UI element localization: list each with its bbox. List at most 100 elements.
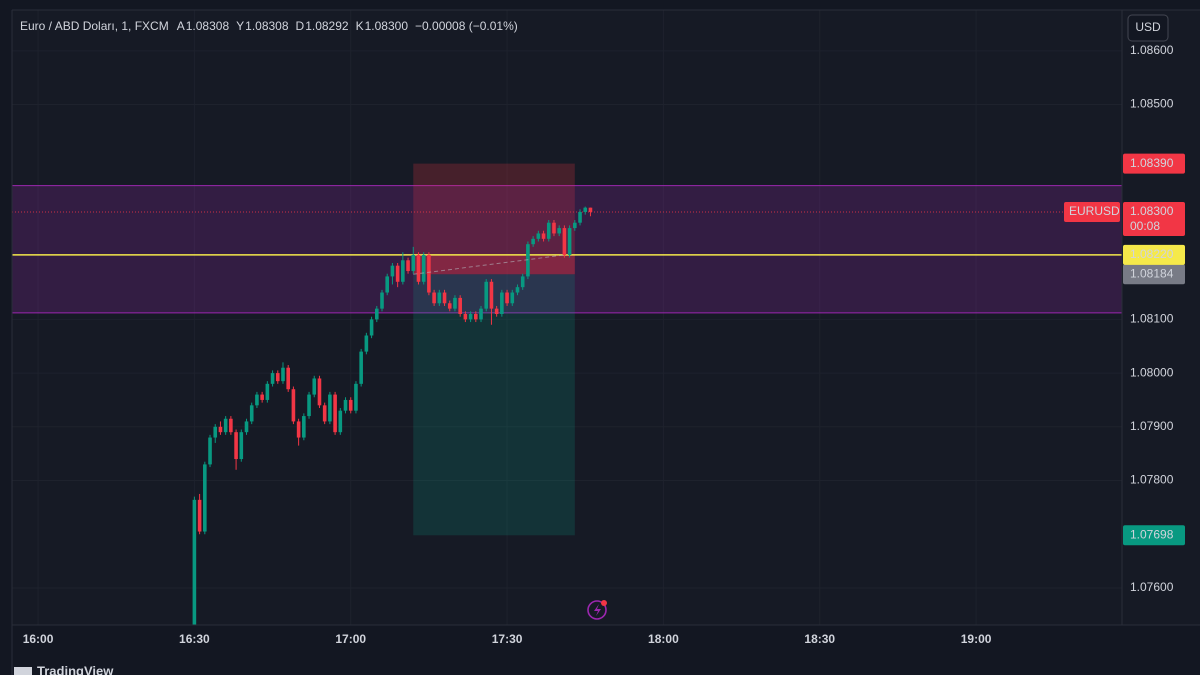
candle-body: [229, 418, 233, 433]
plot-area: [12, 10, 1200, 625]
ohlc-field-label: K: [356, 19, 364, 33]
candle-body: [338, 410, 343, 433]
candle-body: [567, 228, 572, 255]
entry-price-label-bg: [1123, 264, 1185, 285]
candle-body: [395, 265, 400, 282]
candle-body: [562, 228, 567, 255]
ohlc-field-label: Y: [236, 19, 244, 33]
target-price-label-bg: [1123, 525, 1185, 546]
y-tick-label: 1.08000: [1130, 365, 1174, 379]
candle-body: [546, 222, 551, 239]
candle-body: [494, 308, 499, 315]
ohlc-field-value: 1.08300: [365, 19, 409, 33]
candle-body: [223, 418, 228, 433]
candle-body: [369, 319, 374, 336]
y-tick-label: 1.08600: [1130, 43, 1174, 57]
y-tick-label: 1.07600: [1130, 580, 1174, 594]
ohlc-field-value: 1.08292: [305, 19, 349, 33]
ohlc-field-value: 1.08308: [245, 19, 289, 33]
legend-header: Euro / ABD Doları, 1, FXCM A 1.08308 Y 1.08…: [20, 19, 518, 33]
candle-body: [239, 432, 244, 460]
open-pnl-zone: [413, 254, 575, 275]
candle-body: [437, 292, 442, 304]
currency-button[interactable]: [1127, 14, 1169, 42]
candle-body: [505, 292, 509, 304]
candle-body: [364, 335, 369, 352]
target-zone: [413, 274, 575, 536]
y-tick-label: 1.08500: [1130, 97, 1174, 111]
ohlc-field-label: A: [177, 19, 185, 33]
candle-body: [275, 373, 280, 382]
x-tick-label: 17:30: [492, 632, 523, 646]
candle-body: [500, 292, 504, 315]
x-tick-label: 17:00: [335, 632, 366, 646]
level-price-label-bg: [1123, 244, 1185, 265]
candle-body: [328, 394, 332, 422]
candle-body: [265, 383, 270, 400]
candle-body: [302, 416, 306, 438]
candle-body: [432, 292, 436, 304]
candle-body: [249, 405, 254, 422]
entry-price-label: 1.08184: [1130, 266, 1174, 280]
candle-body: [281, 367, 285, 382]
candle-body: [218, 426, 223, 433]
target-price-label: 1.07698: [1130, 527, 1174, 541]
x-tick-label: 16:00: [23, 632, 54, 646]
last-price-label: 1.08300: [1130, 204, 1174, 218]
x-tick-label: 16:30: [179, 632, 210, 646]
candle-body: [213, 426, 218, 438]
plot-layer: [12, 10, 1122, 625]
alert-icon[interactable]: [587, 600, 607, 620]
candle-body: [291, 389, 296, 422]
candle-body: [380, 292, 384, 309]
stop-price-label: 1.08390: [1130, 156, 1174, 170]
alert-circle[interactable]: [587, 600, 607, 620]
candle-body: [557, 228, 561, 234]
alert-bolt[interactable]: [594, 604, 601, 616]
last-price-bg: [1123, 201, 1185, 236]
candle-body: [343, 399, 348, 411]
stop-price-label-bg: [1123, 153, 1185, 174]
candle-body: [244, 421, 249, 433]
candle-body: [307, 394, 311, 417]
candle-body: [479, 308, 483, 320]
currency-label[interactable]: USD: [1135, 20, 1161, 34]
symbol-title: Euro / ABD Doları, 1, FXCM: [20, 19, 169, 33]
candle-body: [484, 281, 489, 309]
candle-body: [401, 260, 405, 282]
alert-dot[interactable]: [601, 600, 607, 606]
brand-name: TradingView: [37, 663, 114, 675]
x-tick-label: 18:30: [804, 632, 835, 646]
candle-body: [354, 383, 358, 411]
candle-body: [510, 292, 515, 304]
candle-body: [588, 207, 593, 212]
x-tick-label: 19:00: [961, 632, 992, 646]
candle-body: [255, 394, 259, 406]
symbol-tag-bg: [1064, 201, 1120, 222]
candle-body: [197, 499, 202, 532]
position-path: [413, 254, 565, 275]
candle-body: [322, 405, 327, 422]
candle-body: [442, 292, 447, 304]
candle-body: [192, 499, 197, 625]
candle-body: [474, 314, 478, 320]
candle-body: [520, 276, 525, 288]
candle-body: [390, 265, 395, 277]
stop-zone: [413, 163, 575, 275]
candle-body: [447, 303, 452, 309]
change-value: −0.00008 (−0.01%): [415, 19, 518, 33]
candle-body: [270, 373, 275, 384]
candle-body: [583, 207, 588, 212]
candle-body: [234, 432, 238, 460]
zone-box: [12, 185, 1122, 313]
ohlc-field-value: 1.08308: [186, 19, 230, 33]
symbol-tag: EURUSD: [1069, 204, 1120, 218]
candle-body: [458, 297, 462, 315]
candle-body: [312, 378, 317, 395]
candle-body: [374, 308, 379, 320]
candle-body: [463, 314, 468, 320]
candle-body: [541, 233, 546, 239]
candle-body: [260, 394, 264, 400]
level-price-label: 1.08220: [1130, 247, 1174, 261]
